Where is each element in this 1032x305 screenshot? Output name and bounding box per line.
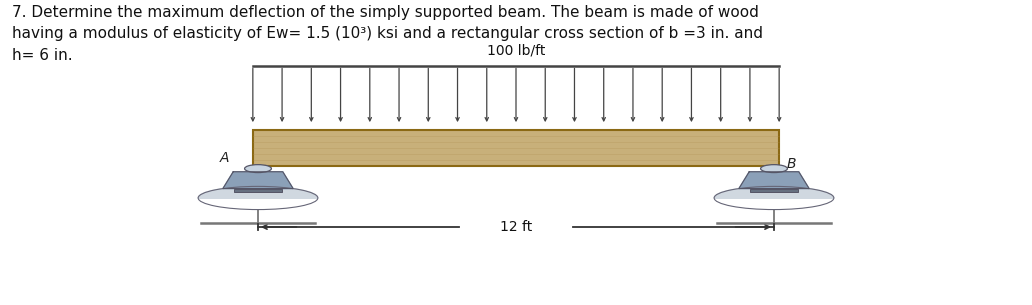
Polygon shape bbox=[739, 172, 809, 188]
Circle shape bbox=[761, 165, 787, 173]
Text: 7. Determine the maximum deflection of the simply supported beam. The beam is ma: 7. Determine the maximum deflection of t… bbox=[12, 5, 764, 63]
Text: A: A bbox=[220, 151, 229, 165]
Polygon shape bbox=[198, 186, 318, 198]
Polygon shape bbox=[714, 186, 834, 198]
Bar bbox=[234, 188, 282, 192]
Polygon shape bbox=[223, 172, 293, 188]
Text: 100 lb/ft: 100 lb/ft bbox=[487, 44, 545, 58]
Bar bbox=[750, 188, 798, 192]
Bar bbox=[253, 130, 779, 166]
Circle shape bbox=[245, 165, 271, 173]
Text: 12 ft: 12 ft bbox=[499, 220, 533, 234]
Text: B: B bbox=[786, 157, 796, 171]
